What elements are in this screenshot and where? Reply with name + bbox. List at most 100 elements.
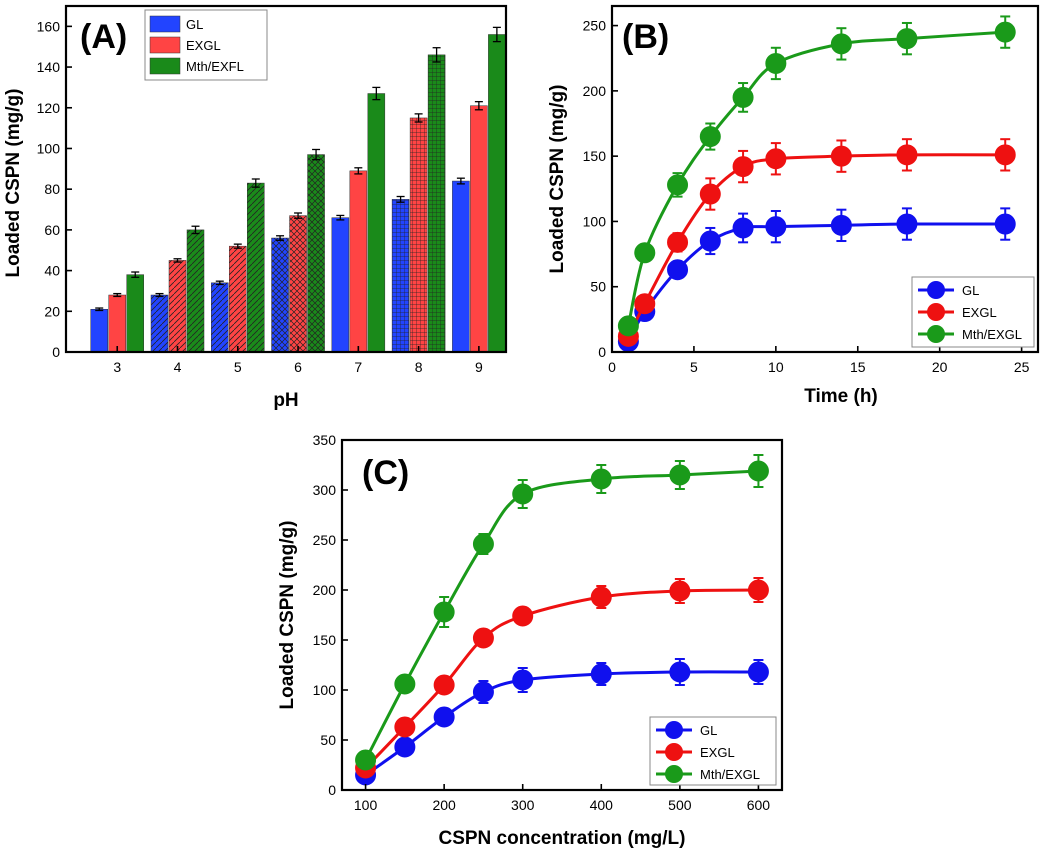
panel-c-x-tick-label: 300	[511, 797, 535, 813]
panel-c-legend: GL EXGL Mth/EXGL	[649, 716, 777, 786]
panel-c-x-tick-label: 500	[668, 797, 692, 813]
point-exgl-600	[747, 579, 769, 601]
bar-gl-ph7	[331, 217, 350, 353]
point-gl-24	[994, 213, 1016, 235]
panel-a: 0 20 40 60 80 100 120 140 160 3 4 5 6 7 8 9 (A) pH Load…	[3, 4, 508, 411]
legend-marker-mthexgl	[665, 765, 683, 783]
bar-hatch	[392, 199, 410, 352]
point-gl-500	[669, 661, 691, 683]
panel-a-y-tick-label: 120	[37, 100, 61, 116]
point-exgl-8	[732, 156, 754, 178]
point-mthexgl-150	[394, 673, 416, 695]
point-gl-600	[747, 661, 769, 683]
panel-b-y-axis-title: Loaded CSPN (mg/g)	[547, 85, 568, 274]
bar-hatch	[151, 295, 169, 352]
panel-a-x-tick-label: 4	[174, 359, 182, 375]
panel-c-x-axis-title: CSPN concentration (mg/L)	[438, 828, 685, 849]
legend-label-mthexfl: Mth/EXFL	[186, 59, 244, 74]
point-exgl-500	[669, 580, 691, 602]
point-mthexgl-600	[747, 460, 769, 482]
point-gl-8	[732, 217, 754, 239]
panel-c-x-tick-label: 100	[354, 797, 378, 813]
panel-b-y-tick-label: 200	[583, 83, 607, 99]
bar-hatch	[428, 54, 446, 353]
point-mthexgl-18	[896, 28, 918, 50]
bar-gl-ph9	[452, 180, 470, 353]
point-gl-14	[830, 214, 852, 236]
bar-hatch	[211, 282, 229, 352]
point-gl-300	[512, 669, 534, 691]
bar-mthexfl-ph7	[367, 93, 386, 353]
bar-hatch	[307, 154, 325, 352]
panel-b-x-axis-title: Time (h)	[804, 386, 878, 407]
point-exgl-24	[994, 144, 1016, 166]
panel-c-x-tick-label: 400	[590, 797, 614, 813]
bar-exgl-ph7	[349, 170, 368, 353]
point-gl-10	[765, 216, 787, 238]
panel-b-x-tick-label: 10	[768, 359, 784, 375]
panel-a-label: (A)	[80, 18, 127, 56]
point-exgl-250	[472, 627, 494, 649]
panel-b-y-tick-label: 150	[583, 148, 607, 164]
bar-exgl-ph3	[108, 294, 126, 353]
panel-b-x-tick-label: 0	[608, 359, 616, 375]
point-gl-18	[896, 213, 918, 235]
point-gl-400	[590, 663, 612, 685]
point-gl-250	[472, 681, 494, 703]
legend-label-exgl: EXGL	[700, 745, 735, 760]
panel-a-legend: GL EXGL Mth/EXFL	[144, 9, 268, 81]
panel-c-frame	[340, 438, 784, 792]
panel-c-x-tick-label: 600	[747, 797, 771, 813]
point-mthexgl-14	[830, 33, 852, 55]
panel-b: 0 50 100 150 200 250 0 5 10 15 20 25 (B) Time (h) L…	[547, 4, 1040, 407]
point-exgl-200	[433, 674, 455, 696]
legend-marker-gl	[665, 721, 683, 739]
bar-hatch	[247, 183, 265, 352]
panel-a-x-axis-title: pH	[273, 390, 298, 411]
bar-exgl-ph9	[470, 105, 488, 353]
point-gl-200	[433, 706, 455, 728]
panel-a-bars	[90, 26, 506, 353]
panel-b-y-tick-label: 100	[583, 213, 607, 229]
panel-c-series	[355, 454, 769, 786]
panel-a-frame	[64, 4, 508, 354]
panel-b-y-tick-label: 0	[598, 344, 606, 360]
panel-b-frame	[610, 4, 1040, 354]
point-gl-6	[699, 230, 721, 252]
point-exgl-6	[699, 183, 721, 205]
bar-hatch	[229, 246, 247, 352]
point-mthexgl-10	[765, 52, 787, 74]
point-mthexgl-24	[994, 21, 1016, 43]
point-mthexgl-1	[617, 315, 639, 337]
legend-label-exgl: EXGL	[962, 305, 997, 320]
panel-c-y-tick-label: 250	[313, 532, 337, 548]
legend-swatch-mthexfl	[149, 57, 181, 75]
panel-b-x-tick-label: 20	[932, 359, 948, 375]
point-exgl-150	[394, 716, 416, 738]
point-mthexgl-100	[355, 749, 377, 771]
point-exgl-2	[634, 293, 656, 315]
panel-b-legend: GL EXGL Mth/EXGL	[911, 276, 1035, 348]
panel-a-x-tick-label: 3	[113, 359, 121, 375]
point-mthexgl-500	[669, 464, 691, 486]
panel-c-y-tick-label: 0	[328, 782, 336, 798]
panel-c-axes: 0 50 100 150 200 250 300 350 100 200 300 400 500 600	[313, 432, 784, 813]
legend-label-mthexgl: Mth/EXGL	[962, 327, 1022, 342]
legend-swatch-exgl	[149, 36, 181, 54]
bar-mthexfl-ph3	[126, 274, 144, 353]
legend-label-gl: GL	[962, 283, 979, 298]
bar-gl-ph3	[90, 309, 108, 353]
panel-c-y-tick-label: 200	[313, 582, 337, 598]
panel-c-y-tick-label: 100	[313, 682, 337, 698]
bar-hatch	[271, 238, 289, 352]
panel-a-x-tick-label: 9	[475, 359, 483, 375]
legend-marker-exgl	[927, 303, 945, 321]
panel-a-y-tick-label: 80	[44, 181, 60, 197]
legend-label-gl: GL	[186, 17, 203, 32]
panel-a-x-tick-label: 5	[234, 359, 242, 375]
panel-c-y-tick-label: 350	[313, 432, 337, 448]
point-mthexgl-4	[667, 174, 689, 196]
panel-b-y-tick-label: 50	[590, 279, 606, 295]
legend-marker-mthexgl	[927, 325, 945, 343]
